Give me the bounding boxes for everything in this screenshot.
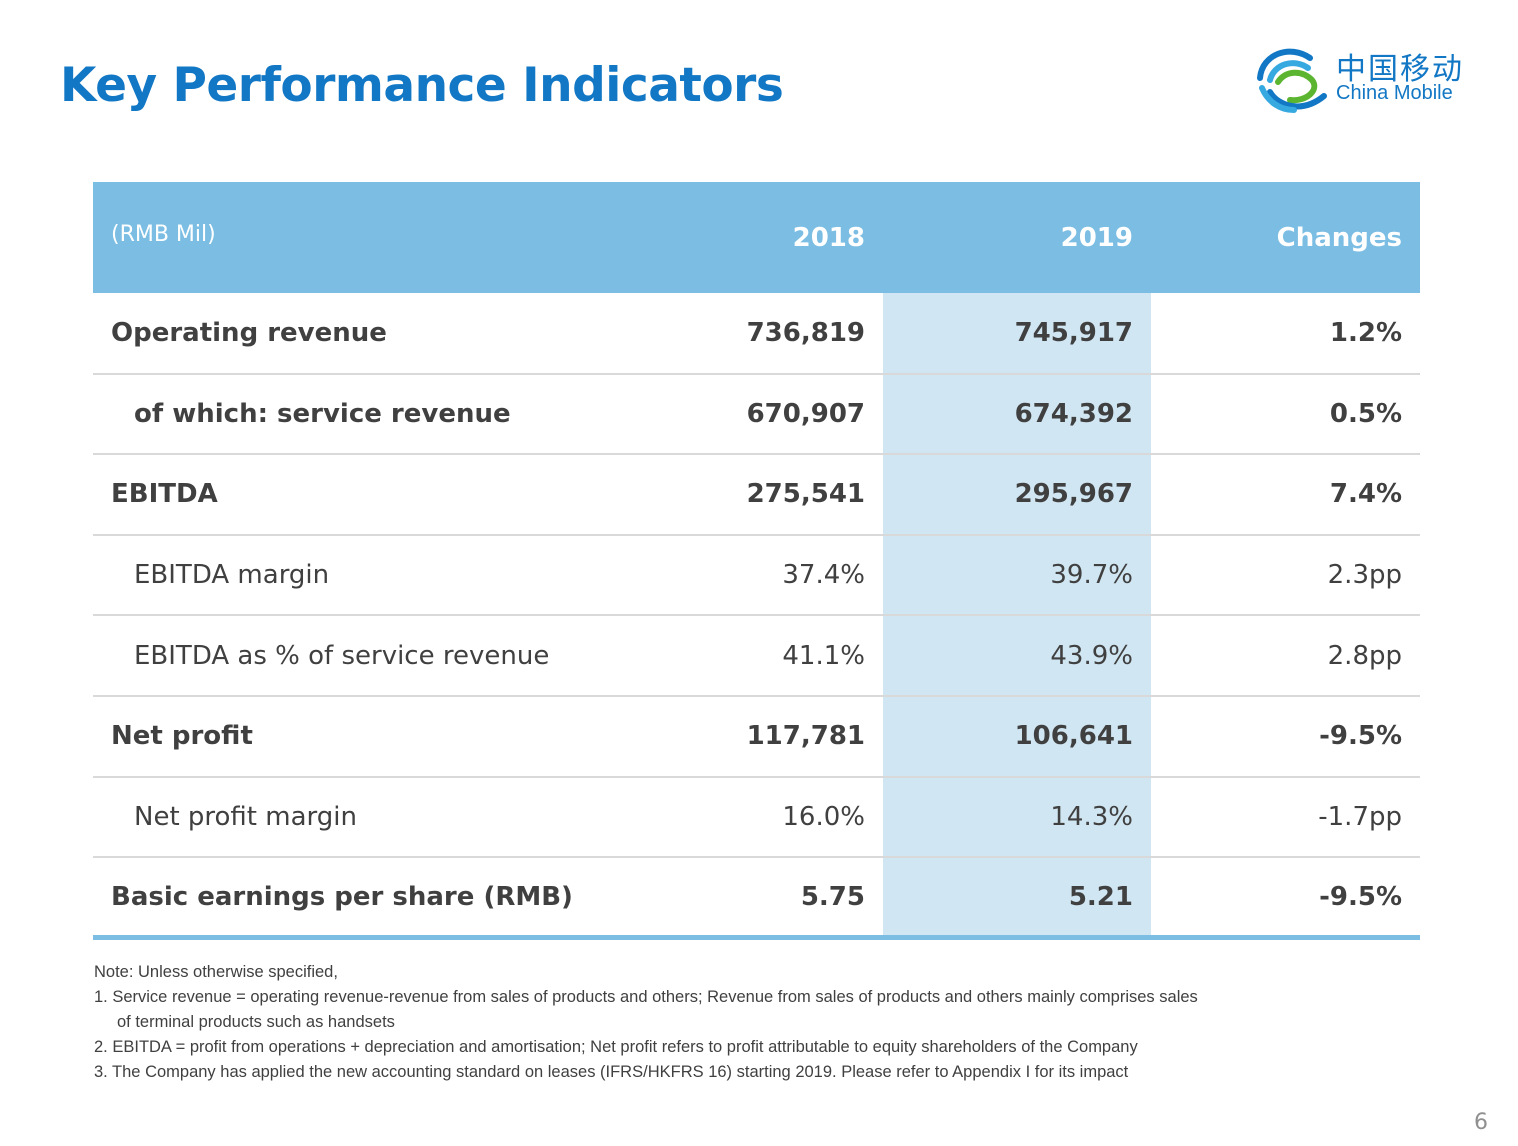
- page-number: 6: [1474, 1110, 1488, 1135]
- note-line: 2. EBITDA = profit from operations + dep…: [94, 1038, 1138, 1056]
- table-row: EBITDA margin 37.4% 39.7% 2.3pp: [93, 534, 1420, 616]
- title: Key Performance Indicators: [60, 58, 784, 113]
- table-row: EBITDA as % of service revenue 41.1% 43.9%…: [93, 615, 1420, 696]
- row-label: of which: service revenue: [134, 398, 511, 429]
- cell: 275,541: [746, 479, 865, 510]
- row-label: Net profit: [111, 721, 253, 752]
- cell: 295,967: [883, 454, 1151, 535]
- cell: -1.7pp: [1318, 801, 1402, 832]
- notes: Note: Unless otherwise specified, 1. Serv…: [94, 960, 1198, 1085]
- cell: -9.5%: [1319, 721, 1402, 752]
- header-cell: Changes: [1276, 222, 1402, 253]
- cell: 41.1%: [782, 640, 865, 671]
- note-line: of terminal products such as handsets: [117, 1013, 395, 1031]
- cell: 5.21: [883, 857, 1151, 938]
- row-label: EBITDA: [111, 479, 218, 510]
- cell: 39.7%: [883, 534, 1151, 616]
- cell: -9.5%: [1319, 881, 1402, 912]
- cell: 0.5%: [1329, 398, 1402, 429]
- header-cell: (RMB Mil): [111, 222, 216, 247]
- header-row: (RMB Mil) 2018 2019 Changes: [93, 182, 1420, 293]
- cell: 43.9%: [883, 615, 1151, 696]
- note-line: 3. The Company has applied the new accou…: [94, 1063, 1129, 1081]
- table-row: Basic earnings per share (RMB) 5.75 5.21 -9…: [93, 857, 1420, 938]
- cell: 37.4%: [782, 560, 865, 591]
- logo-cn: 中国移动: [1336, 52, 1464, 87]
- note-line: 1. Service revenue = operating revenue-r…: [94, 988, 1198, 1006]
- logo: [1257, 48, 1327, 113]
- cell: 14.3%: [883, 776, 1151, 858]
- logo-en: China Mobile: [1336, 82, 1453, 104]
- cell: 736,819: [746, 317, 865, 348]
- table-row: of which: service revenue 670,907 674,392 0…: [93, 373, 1420, 455]
- table-row: Operating revenue 736,819 745,917 1.2%: [93, 293, 1420, 374]
- cell: 106,641: [883, 695, 1151, 777]
- kpi-table: (RMB Mil) 2018 2019 Changes Operating re…: [93, 182, 1420, 940]
- cell: 16.0%: [782, 801, 865, 832]
- cell: 5.75: [800, 881, 865, 912]
- row-label: EBITDA as % of service revenue: [134, 640, 550, 671]
- row-label: Operating revenue: [111, 317, 387, 348]
- cell: 117,781: [746, 721, 865, 752]
- cell: 2.8pp: [1327, 640, 1402, 671]
- row-label: Net profit margin: [134, 801, 357, 832]
- cell: 2.3pp: [1327, 560, 1402, 591]
- header-cell: 2019: [1060, 222, 1133, 253]
- header-cell: 2018: [792, 222, 865, 253]
- table-row: Net profit margin 16.0% 14.3% -1.7pp: [93, 776, 1420, 858]
- cell: 1.2%: [1329, 317, 1402, 348]
- row-label: Basic earnings per share (RMB): [111, 881, 573, 912]
- cell: 674,392: [883, 373, 1151, 455]
- note-line: Note: Unless otherwise specified,: [94, 963, 338, 981]
- cell: 745,917: [883, 293, 1151, 374]
- cell: 670,907: [746, 398, 865, 429]
- row-label: EBITDA margin: [134, 560, 330, 591]
- table-row: Net profit 117,781 106,641 -9.5%: [93, 695, 1420, 777]
- cell: 7.4%: [1329, 479, 1402, 510]
- table-row: EBITDA 275,541 295,967 7.4%: [93, 454, 1420, 535]
